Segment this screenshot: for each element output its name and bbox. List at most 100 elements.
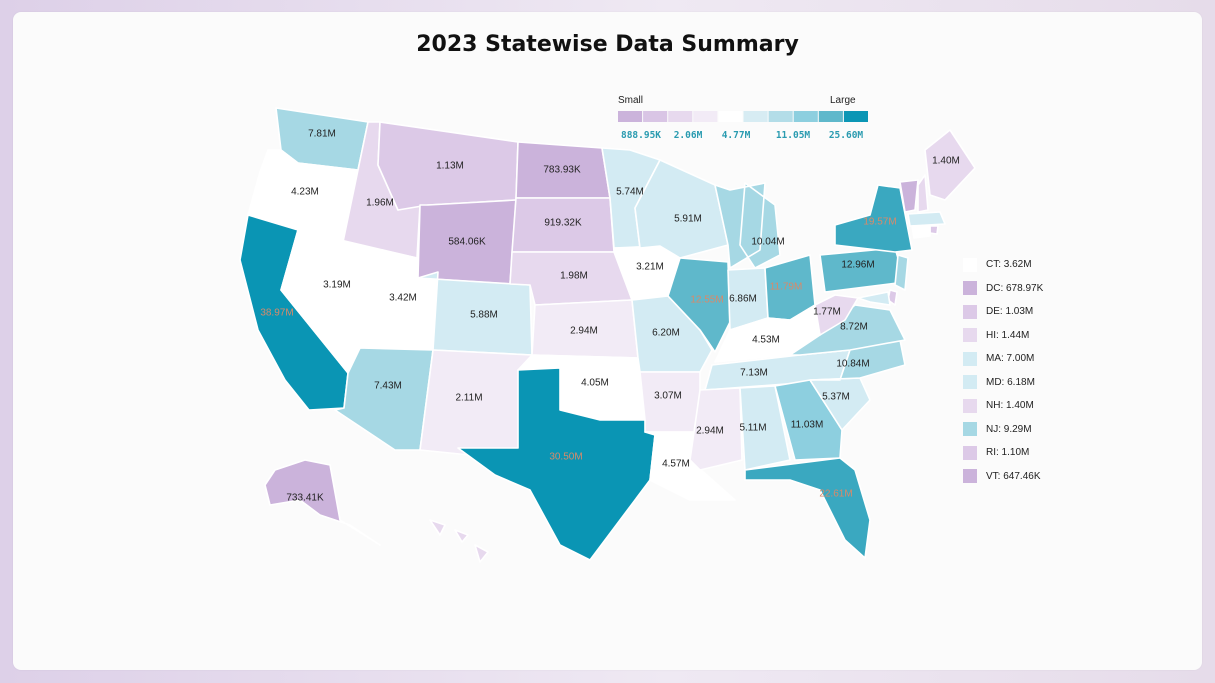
state-label-or: 4.23M bbox=[291, 187, 319, 198]
colorbar-segment bbox=[743, 111, 768, 122]
state-label-ne: 1.98M bbox=[560, 271, 588, 282]
legend-item: CT: 3.62M bbox=[963, 253, 1043, 277]
colorbar-segment bbox=[668, 111, 693, 122]
state-label-nm: 2.11M bbox=[455, 393, 482, 404]
state-label-in: 6.86M bbox=[729, 294, 757, 305]
colorbar-tick-label: 2.06M bbox=[674, 130, 703, 141]
colorbar-tick-label: 888.95K bbox=[621, 130, 661, 141]
legend-label: MA: 7.00M bbox=[986, 353, 1035, 365]
state-vt bbox=[899, 179, 919, 213]
colorbar-segment bbox=[768, 111, 793, 122]
legend-label: DC: 678.97K bbox=[986, 282, 1044, 294]
legend-swatch bbox=[963, 469, 977, 484]
legend-label: MD: 6.18M bbox=[986, 376, 1035, 388]
state-il bbox=[667, 257, 731, 353]
state-label-oh: 11.79M bbox=[770, 282, 803, 293]
state-label-ky: 4.53M bbox=[752, 335, 780, 346]
state-label-ak: 733.41K bbox=[286, 493, 324, 504]
colorbar-segment bbox=[793, 111, 818, 122]
state-ny bbox=[834, 184, 913, 253]
state-label-ms: 2.94M bbox=[696, 426, 724, 437]
state-label-va: 8.72M bbox=[840, 322, 868, 333]
legend-swatch bbox=[963, 445, 977, 460]
legend-item: MA: 7.00M bbox=[963, 347, 1043, 371]
state-ga bbox=[774, 379, 843, 461]
state-label-ks: 2.94M bbox=[570, 326, 598, 337]
state-mi bbox=[714, 182, 781, 269]
state-md bbox=[857, 291, 891, 306]
state-label-sd: 919.32K bbox=[544, 218, 582, 229]
state-label-ia: 3.21M bbox=[636, 262, 664, 273]
state-label-ga: 11.03M bbox=[791, 420, 824, 431]
state-label-la: 4.57M bbox=[662, 459, 690, 470]
states-layer bbox=[239, 107, 976, 563]
colorbar-segment bbox=[843, 111, 868, 122]
state-label-il: 12.55M bbox=[690, 295, 723, 306]
state-me bbox=[924, 129, 976, 201]
colorbar-tick-label: 4.77M bbox=[722, 130, 751, 141]
state-label-nc: 10.84M bbox=[836, 359, 869, 370]
legend-item: MD: 6.18M bbox=[963, 371, 1043, 395]
state-ct bbox=[911, 225, 931, 239]
legend-item: RI: 1.10M bbox=[963, 441, 1043, 465]
state-label-nv: 3.19M bbox=[323, 280, 351, 291]
state-label-az: 7.43M bbox=[374, 381, 402, 392]
state-label-co: 5.88M bbox=[470, 310, 498, 321]
state-nc bbox=[799, 339, 906, 381]
state-label-tx: 30.50M bbox=[549, 452, 582, 463]
small-states-legend: CT: 3.62M DC: 678.97K DE: 1.03M HI: 1.44M MA… bbox=[963, 253, 1043, 488]
colorbar-segment bbox=[693, 111, 718, 122]
legend-swatch bbox=[963, 304, 977, 319]
state-label-sc: 5.37M bbox=[822, 392, 850, 403]
colorbar-segment bbox=[818, 111, 843, 122]
state-ri bbox=[929, 225, 939, 235]
state-label-wv: 1.77M bbox=[813, 307, 841, 318]
state-label-tn: 7.13M bbox=[740, 368, 768, 379]
state-label-ar: 3.07M bbox=[654, 391, 682, 402]
state-ar bbox=[639, 371, 701, 433]
state-nj bbox=[894, 254, 909, 291]
colorbar-segment bbox=[618, 111, 643, 122]
legend-label: VT: 647.46K bbox=[986, 470, 1041, 482]
legend-item: HI: 1.44M bbox=[963, 324, 1043, 348]
state-label-wy: 584.06K bbox=[448, 237, 486, 248]
state-wv bbox=[814, 294, 859, 336]
colorbar-segment bbox=[643, 111, 668, 122]
legend-swatch bbox=[963, 351, 977, 366]
state-label-id: 1.96M bbox=[366, 198, 394, 209]
state-label-ut: 3.42M bbox=[389, 293, 417, 304]
colorbar-max-label: Large bbox=[830, 95, 856, 106]
state-hi bbox=[429, 519, 489, 563]
legend-item: NH: 1.40M bbox=[963, 394, 1043, 418]
colorbar-tick-label: 11.05M bbox=[776, 130, 811, 141]
state-tx bbox=[457, 367, 656, 561]
legend-swatch bbox=[963, 375, 977, 390]
state-va bbox=[789, 304, 906, 356]
legend-item: DC: 678.97K bbox=[963, 277, 1043, 301]
state-label-me: 1.40M bbox=[932, 156, 960, 167]
legend-swatch bbox=[963, 398, 977, 413]
legend-label: CT: 3.62M bbox=[986, 259, 1032, 271]
legend-label: DE: 1.03M bbox=[986, 306, 1034, 318]
colorbar-segment bbox=[718, 111, 743, 122]
state-label-mt: 1.13M bbox=[436, 161, 464, 172]
state-labels-layer: 7.81M 4.23M 38.97M 1.96M 3.19M 3.42M 7.43M 1.13… bbox=[260, 129, 960, 504]
colorbar: Small Large 888.95K 2.06M 4.77M 11.05M 25.60… bbox=[618, 95, 868, 141]
state-label-nd: 783.93K bbox=[543, 165, 581, 176]
legend-item: VT: 647.46K bbox=[963, 465, 1043, 489]
state-label-al: 5.11M bbox=[739, 423, 766, 434]
state-label-ny: 19.57M bbox=[863, 217, 896, 228]
state-nh bbox=[917, 174, 929, 213]
state-ma bbox=[907, 211, 946, 227]
state-nm bbox=[419, 349, 533, 461]
legend-swatch bbox=[963, 328, 977, 343]
state-ms bbox=[689, 387, 743, 471]
state-label-fl: 22.61M bbox=[819, 489, 852, 500]
state-label-ok: 4.05M bbox=[581, 378, 609, 389]
legend-swatch bbox=[963, 281, 977, 296]
state-label-ca: 38.97M bbox=[260, 308, 293, 319]
state-label-wa: 7.81M bbox=[308, 129, 336, 140]
state-label-mn: 5.74M bbox=[616, 187, 644, 198]
legend-swatch bbox=[963, 422, 977, 437]
legend-label: NH: 1.40M bbox=[986, 400, 1034, 412]
